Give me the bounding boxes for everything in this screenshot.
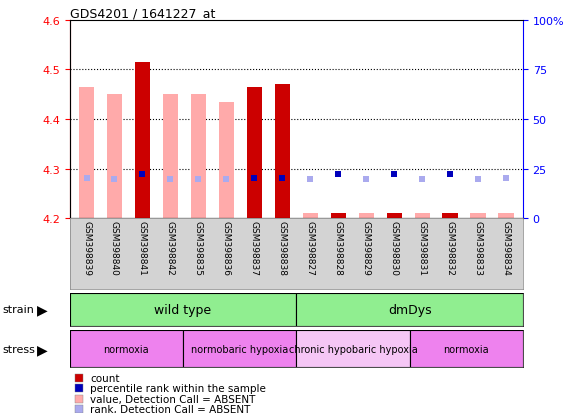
Bar (247, 88, 262, 219)
Bar (79, 88, 94, 219)
Text: chronic hypobaric hypoxia: chronic hypobaric hypoxia (289, 344, 417, 354)
Text: count: count (90, 373, 120, 383)
Bar (498, 214, 514, 219)
Bar (386, 214, 402, 219)
Text: GSM398827: GSM398827 (306, 220, 315, 275)
Text: GSM398836: GSM398836 (222, 220, 231, 275)
Text: GSM398839: GSM398839 (82, 220, 91, 275)
Text: normobaric hypoxia: normobaric hypoxia (191, 344, 288, 354)
Text: normoxia: normoxia (103, 344, 149, 354)
Text: GSM398833: GSM398833 (474, 220, 483, 275)
Text: ▶: ▶ (37, 303, 47, 317)
Text: dmDys: dmDys (388, 303, 432, 316)
Bar (70, 293, 296, 326)
Text: GSM398840: GSM398840 (110, 220, 119, 275)
Bar (296, 293, 523, 326)
Text: GSM398842: GSM398842 (166, 220, 175, 275)
Bar (471, 214, 486, 219)
Text: GDS4201 / 1641227_at: GDS4201 / 1641227_at (70, 7, 215, 19)
Text: normoxia: normoxia (443, 344, 489, 354)
Bar (410, 330, 523, 368)
Text: value, Detection Call = ABSENT: value, Detection Call = ABSENT (90, 394, 256, 404)
Text: GSM398838: GSM398838 (278, 220, 287, 275)
Text: GSM398829: GSM398829 (362, 220, 371, 275)
Bar (163, 95, 178, 219)
Text: GSM398830: GSM398830 (390, 220, 399, 275)
Text: GSM398828: GSM398828 (333, 220, 343, 275)
Bar (358, 214, 374, 219)
Bar (70, 330, 183, 368)
Bar (135, 63, 150, 219)
Text: GSM398835: GSM398835 (194, 220, 203, 275)
Text: stress: stress (3, 344, 36, 354)
Text: strain: strain (3, 305, 35, 315)
Text: GSM398837: GSM398837 (250, 220, 259, 275)
Text: GSM398832: GSM398832 (446, 220, 455, 275)
Bar (275, 85, 290, 219)
Bar (414, 214, 430, 219)
Bar (218, 102, 234, 219)
Text: percentile rank within the sample: percentile rank within the sample (90, 383, 266, 393)
Text: GSM398831: GSM398831 (418, 220, 426, 275)
Text: ▶: ▶ (37, 342, 47, 356)
Text: GSM398834: GSM398834 (501, 220, 511, 275)
Text: wild type: wild type (155, 303, 211, 316)
Bar (296, 330, 410, 368)
Text: rank, Detection Call = ABSENT: rank, Detection Call = ABSENT (90, 404, 250, 413)
Text: GSM398841: GSM398841 (138, 220, 147, 275)
Bar (303, 214, 318, 219)
Bar (331, 214, 346, 219)
Bar (443, 214, 458, 219)
Bar (183, 330, 296, 368)
Bar (107, 95, 122, 219)
Bar (247, 88, 262, 219)
Bar (191, 95, 206, 219)
